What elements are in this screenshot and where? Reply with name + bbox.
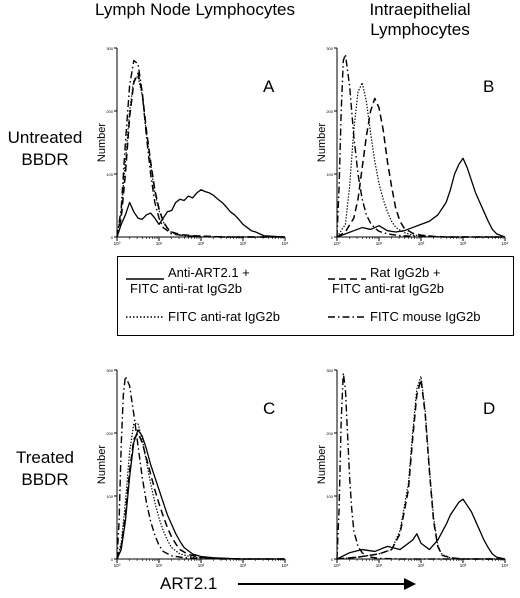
- series-line-dotted: [336, 375, 505, 560]
- x-tick-label: 10¹: [376, 241, 383, 245]
- legend: Anti-ART2.1 + FITC anti-rat IgG2b Rat IgG2…: [117, 256, 514, 336]
- y-tick-label: 100: [106, 172, 113, 177]
- legend-label-line2: FITC anti-rat IgG2b: [332, 281, 444, 296]
- y-tick-label: 300: [106, 46, 113, 51]
- y-tick-label: 0: [111, 557, 114, 562]
- y-tick-label: 200: [106, 109, 113, 114]
- legend-label: Anti-ART2.1 +: [168, 265, 250, 280]
- y-tick-label: 100: [326, 494, 333, 499]
- panel-letter: A: [263, 77, 275, 96]
- series-line-dashdot: [336, 372, 505, 560]
- chart-panel-c: 0 100 200 300 10⁰ 10¹ 10² 10³ 10⁴ Number C: [96, 368, 289, 567]
- legend-swatch-solid: [126, 278, 164, 280]
- x-tick-label: 10¹: [156, 241, 163, 245]
- x-tick-label: 10²: [198, 241, 205, 245]
- y-tick-label: 0: [331, 557, 334, 562]
- x-tick-label: 10¹: [376, 563, 383, 567]
- series-line-dashdot: [336, 53, 505, 238]
- row-label-untreated: Untreated BBDR: [7, 128, 83, 169]
- panel-letter: D: [483, 399, 495, 418]
- x-tick-label: 10⁰: [114, 241, 121, 245]
- x-tick-label: 10⁰: [114, 563, 121, 567]
- y-axis-label: Number: [96, 445, 108, 484]
- y-tick-label: 200: [106, 431, 113, 436]
- x-tick-label: 10³: [240, 241, 247, 245]
- legend-swatch-dotted: [126, 316, 164, 318]
- series-line-dashed: [116, 72, 285, 238]
- x-tick-label: 10¹: [156, 563, 163, 567]
- chart-panel-d: 0 100 200 300 10⁰ 10¹ 10² 10³ 10⁴ Number D: [316, 368, 509, 567]
- series-line-solid: [116, 429, 285, 560]
- y-axis-label: Number: [316, 445, 328, 484]
- panel-letter: C: [263, 399, 275, 418]
- series-line-solid: [336, 157, 506, 238]
- y-tick-label: 100: [106, 494, 113, 499]
- chart-panel-a: 0 100 200 300 10⁰ 10¹ 10² 10³ 10⁴ Number A: [96, 46, 289, 245]
- y-tick-label: 300: [326, 368, 333, 373]
- x-tick-label: 10²: [418, 563, 425, 567]
- x-tick-label: 10⁴: [502, 241, 509, 245]
- series-line-dashdot: [116, 59, 285, 238]
- y-tick-label: 300: [326, 46, 333, 51]
- y-axis-label: Number: [316, 123, 328, 162]
- x-axis-arrow-icon: [238, 578, 416, 590]
- x-tick-label: 10⁴: [502, 563, 509, 567]
- header-lymph-node: Lymph Node Lymphocytes: [95, 0, 296, 19]
- series-line-dotted: [116, 75, 285, 238]
- x-tick-label: 10⁴: [282, 241, 289, 245]
- series-line-dashed: [116, 432, 285, 560]
- series-line-solid: [116, 189, 286, 238]
- x-tick-label: 10³: [240, 563, 247, 567]
- series-line-dashdot: [116, 375, 285, 560]
- legend-swatch-dashed: [328, 278, 366, 280]
- legend-label: FITC mouse IgG2b: [370, 309, 481, 324]
- x-tick-label: 10³: [460, 563, 467, 567]
- row-label-treated: Treated BBDR: [16, 448, 74, 489]
- x-axis-label: ART2.1: [160, 574, 218, 593]
- legend-label: Rat IgG2b +: [370, 265, 441, 280]
- y-axis-label: Number: [96, 123, 108, 162]
- y-tick-label: 0: [331, 235, 334, 240]
- y-tick-label: 100: [326, 172, 333, 177]
- legend-swatch-dashdot: [328, 316, 366, 318]
- series-line-dashed: [336, 97, 505, 238]
- x-tick-label: 10²: [198, 563, 205, 567]
- x-tick-label: 10³: [460, 241, 467, 245]
- y-tick-label: 0: [111, 235, 114, 240]
- x-tick-label: 10⁴: [282, 563, 289, 567]
- y-tick-label: 300: [106, 368, 113, 373]
- series-line-dotted: [336, 82, 505, 238]
- series-line-dotted: [116, 422, 285, 560]
- y-tick-label: 200: [326, 109, 333, 114]
- legend-label-line2: FITC anti-rat IgG2b: [130, 281, 242, 296]
- x-tick-label: 10⁰: [334, 241, 341, 245]
- header-intraepithelial: Intraepithelial Lymphocytes: [369, 0, 471, 39]
- x-tick-label: 10⁰: [334, 563, 341, 567]
- panel-letter: B: [483, 77, 494, 96]
- series-line-dashed: [336, 378, 505, 560]
- legend-label: FITC anti-rat IgG2b: [168, 309, 280, 324]
- series-line-solid: [336, 498, 506, 560]
- y-tick-label: 200: [326, 431, 333, 436]
- x-tick-label: 10²: [418, 241, 425, 245]
- chart-panel-b: 0 100 200 300 10⁰ 10¹ 10² 10³ 10⁴ Number B: [316, 46, 509, 245]
